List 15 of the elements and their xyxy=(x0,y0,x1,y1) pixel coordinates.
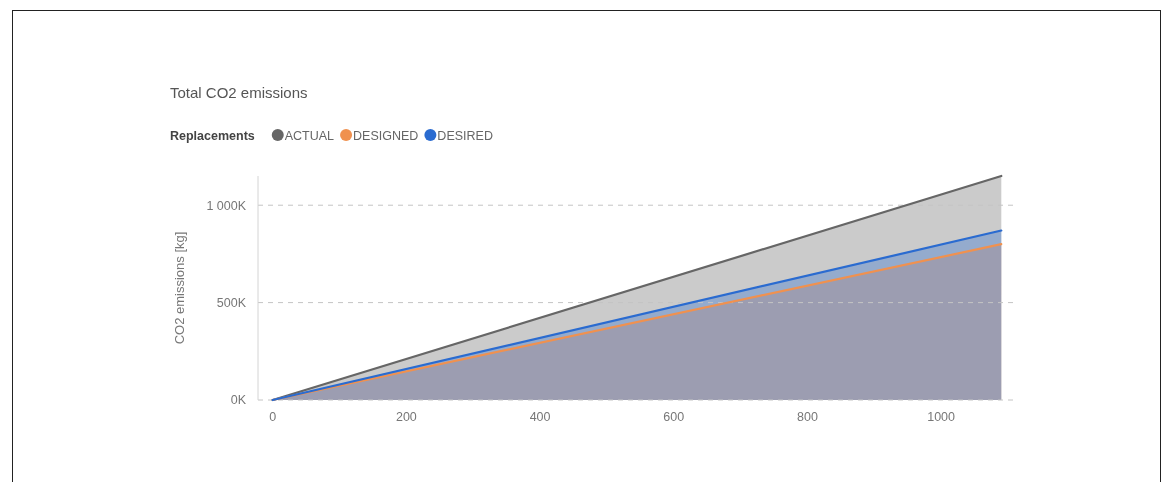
legend-label: ACTUAL xyxy=(284,128,335,143)
legend-title: Replacements xyxy=(170,128,255,143)
y-tick-label: 1 000K xyxy=(206,198,247,213)
x-tick-label: 400 xyxy=(529,410,551,424)
x-tick-label: 200 xyxy=(395,410,417,424)
x-tick-label: 0 xyxy=(269,410,277,424)
y-tick-label: 0K xyxy=(230,393,247,408)
legend-label: DESIGNED xyxy=(353,128,419,143)
y-tick-label: 500K xyxy=(216,295,247,310)
y-axis-title: CO2 emissions [kg] xyxy=(172,231,187,345)
x-tick-label: 800 xyxy=(797,410,818,424)
chart-title: Total CO2 emissions xyxy=(170,84,308,101)
x-tick-label: 600 xyxy=(663,410,685,424)
x-tick-label: 1000 xyxy=(927,410,956,424)
legend-label: DESIRED xyxy=(437,128,493,143)
